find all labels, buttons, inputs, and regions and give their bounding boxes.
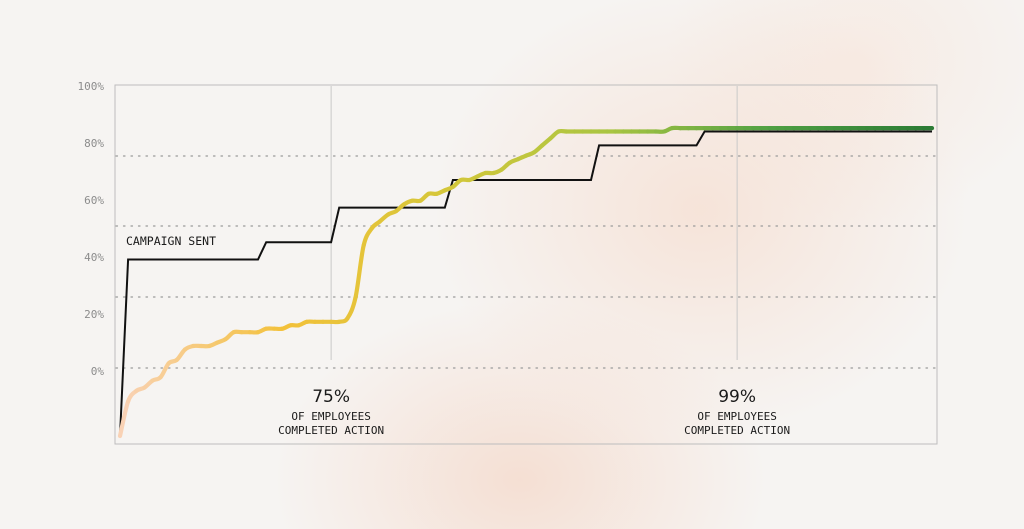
annotation-value: 99% xyxy=(718,387,756,407)
series-segment xyxy=(353,243,366,300)
series-layer xyxy=(117,125,935,439)
annotation-caption-line2: COMPLETED ACTION xyxy=(684,424,790,437)
y-tick-label: 100% xyxy=(78,80,105,93)
series-segment xyxy=(117,399,131,439)
plot-frame xyxy=(114,84,938,445)
annotation-caption-line2: COMPLETED ACTION xyxy=(278,424,384,437)
series-segment xyxy=(361,226,374,248)
y-tick-label: 80% xyxy=(84,137,104,150)
series-segment xyxy=(345,295,358,321)
grid-lines xyxy=(115,155,937,369)
annotation-caption-line1: OF EMPLOYEES xyxy=(291,410,370,423)
annotation-caption-line1: OF EMPLOYEES xyxy=(697,410,776,423)
y-tick-label: 60% xyxy=(84,194,104,207)
y-axis-ticks: 100% 80% 60% 40% 20% 0% xyxy=(78,80,105,378)
y-tick-label: 40% xyxy=(84,251,104,264)
annotation-value: 75% xyxy=(312,387,350,407)
series-line-campaign-sent xyxy=(119,130,932,437)
y-tick-label: 0% xyxy=(91,365,105,378)
series-label-campaign-sent: CAMPAIGN SENT xyxy=(126,234,216,248)
y-tick-label: 20% xyxy=(84,308,104,321)
series-segment xyxy=(158,361,171,380)
series-line-completion xyxy=(117,125,935,439)
